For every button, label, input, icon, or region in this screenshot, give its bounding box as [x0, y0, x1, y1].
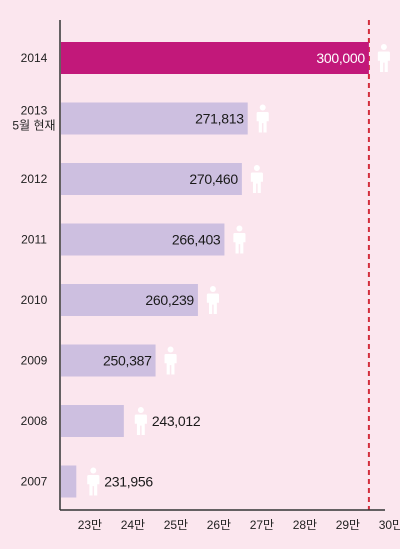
- category-label: 2014: [21, 51, 48, 65]
- category-label: 2009: [21, 354, 48, 368]
- category-label: 2008: [21, 414, 48, 428]
- value-label: 266,403: [172, 232, 221, 248]
- person-icon: [250, 165, 263, 193]
- bar: [61, 405, 124, 437]
- value-label: 260,239: [145, 292, 194, 308]
- x-tick-label: 26만: [207, 518, 231, 532]
- bar: [61, 465, 77, 498]
- category-label: 2010: [21, 293, 48, 307]
- category-label: 2007: [21, 475, 48, 489]
- x-tick-label: 29만: [336, 518, 360, 532]
- value-label: 250,387: [103, 353, 152, 369]
- category-label: 2011: [21, 233, 47, 247]
- bar: [61, 284, 198, 316]
- value-label: 231,956: [104, 474, 153, 490]
- value-label: 270,460: [189, 171, 238, 187]
- bars-layer: [61, 42, 369, 498]
- person-icon: [87, 467, 100, 496]
- person-icon: [233, 225, 246, 254]
- bar: [61, 102, 248, 135]
- icons-layer: [87, 44, 390, 496]
- value-label: 243,012: [152, 413, 201, 429]
- category-label: 2013: [21, 104, 48, 118]
- x-tick-label: 25만: [164, 518, 188, 532]
- axis-layer: 23만 24만 25만 26만 27만 28만 29만 30만: [59, 20, 400, 532]
- person-icon: [256, 104, 269, 133]
- bar: [61, 163, 242, 195]
- category-label: 5월 현재: [12, 119, 55, 133]
- person-icon: [206, 286, 219, 314]
- x-tick-label: 23만: [78, 518, 102, 532]
- x-tick-label: 24만: [121, 518, 145, 532]
- bar: [61, 42, 369, 74]
- bar: [61, 223, 225, 256]
- value-label: 271,813: [195, 111, 244, 127]
- person-icon: [164, 346, 177, 375]
- bar: [61, 344, 156, 377]
- value-label: 300,000: [316, 50, 365, 66]
- category-label: 2012: [21, 172, 48, 186]
- x-tick-label: 28만: [293, 518, 317, 532]
- x-tick-label: 30만: [379, 518, 400, 532]
- person-icon: [134, 407, 147, 435]
- x-tick-label: 27만: [250, 518, 274, 532]
- person-icon: [377, 44, 390, 72]
